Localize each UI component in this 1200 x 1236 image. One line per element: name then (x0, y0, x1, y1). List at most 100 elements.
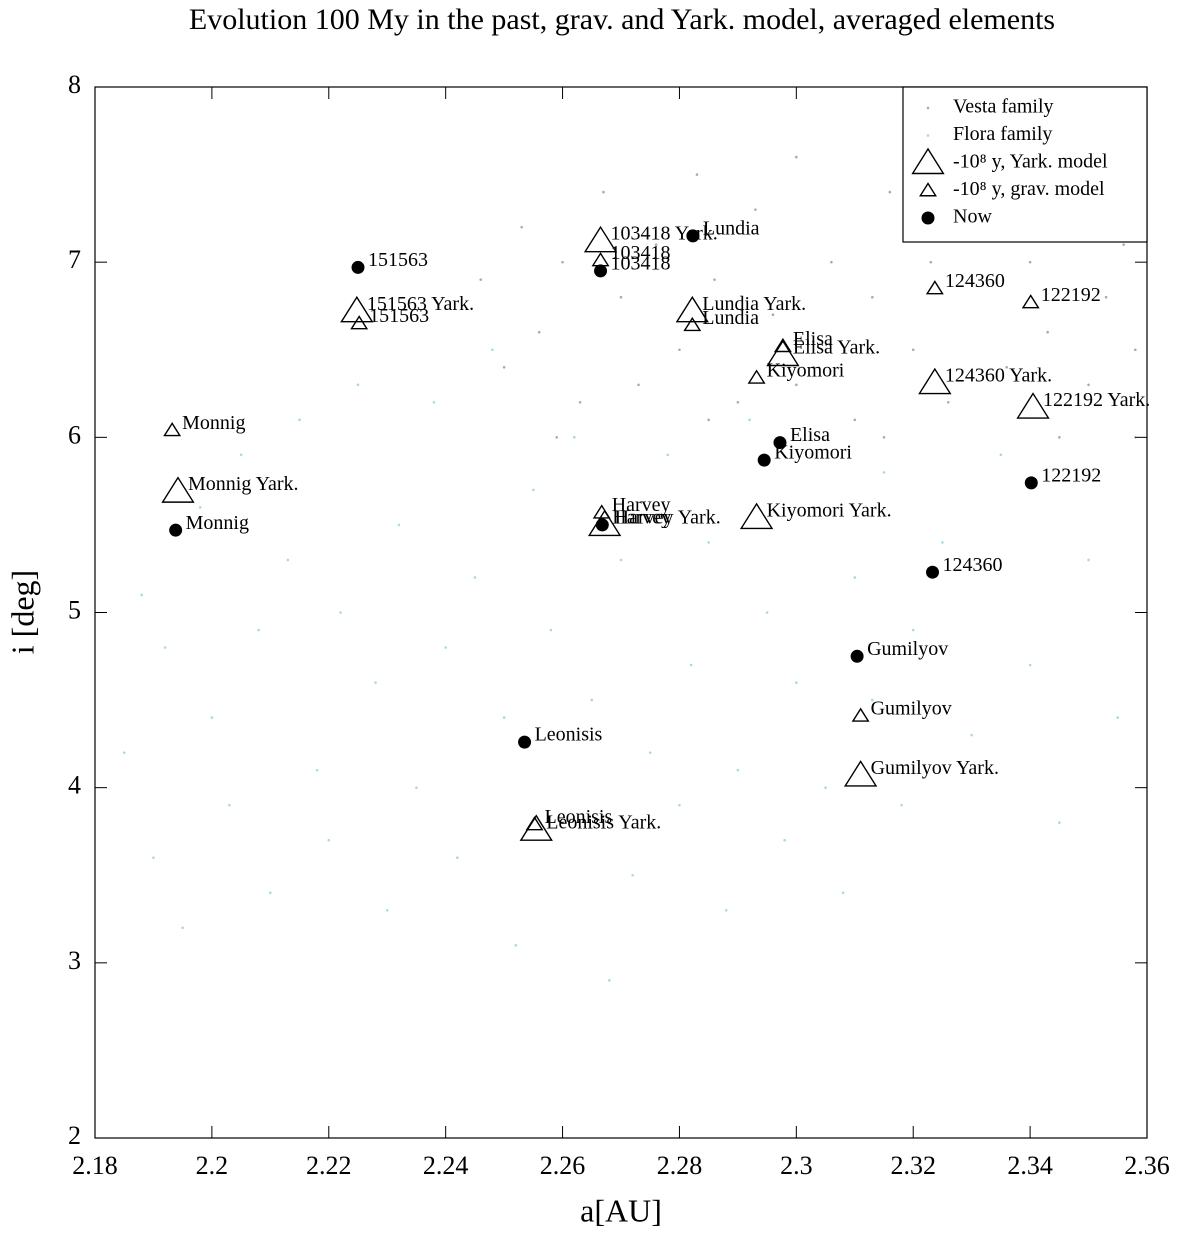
y-tick-label: 3 (68, 946, 81, 975)
point (695, 173, 699, 176)
point (561, 821, 564, 824)
point (163, 422, 182, 437)
point (1104, 295, 1108, 299)
point (239, 453, 243, 457)
point (666, 453, 670, 457)
point-label: Monnig (182, 412, 245, 434)
point (1116, 716, 1120, 719)
point (783, 838, 786, 842)
point (415, 786, 418, 789)
point (689, 663, 693, 667)
point (686, 229, 700, 243)
point (140, 593, 144, 597)
point (925, 280, 944, 295)
legend-label: -10⁸ y, grav. model (953, 178, 1105, 200)
point (555, 436, 559, 439)
point-label: Kiyomori (774, 442, 852, 464)
point (269, 891, 272, 895)
point (900, 803, 903, 807)
point (502, 365, 506, 369)
y-tick-label: 6 (68, 420, 81, 449)
point (795, 155, 798, 159)
point (122, 751, 126, 754)
point (795, 681, 798, 684)
point-label: Leonisis (545, 806, 613, 828)
point (1134, 348, 1137, 352)
y-tick-label: 2 (68, 1121, 81, 1150)
y-tick-label: 4 (68, 771, 81, 800)
y-tick-label: 7 (68, 245, 81, 274)
point (941, 541, 944, 544)
point-label: 151563 (369, 305, 429, 327)
point (724, 908, 728, 912)
point-label: 122192 (1041, 284, 1101, 306)
point-label: Gumilyov (867, 638, 948, 660)
point (678, 348, 681, 352)
legend-swatch (919, 182, 937, 197)
point (327, 838, 331, 842)
point-label: Lundia (703, 217, 760, 239)
legend-label: Flora family (953, 123, 1052, 145)
point (654, 243, 658, 246)
point (631, 873, 634, 877)
point-label: Kiyomori Yark. (767, 500, 892, 522)
point (356, 383, 360, 387)
point (502, 716, 506, 719)
point-label: Gumilyov (871, 697, 952, 719)
point (1005, 365, 1009, 369)
point-label: 124360 Yark. (945, 365, 1052, 387)
point (520, 225, 523, 229)
point (210, 716, 214, 719)
point-label: Harvey Yark. (615, 507, 721, 529)
point (853, 418, 857, 422)
point (525, 816, 544, 831)
point (578, 401, 582, 404)
point (747, 369, 766, 384)
point (911, 348, 915, 352)
point (824, 786, 827, 789)
point (739, 502, 774, 530)
point (830, 260, 833, 264)
point-label: 103418 (611, 253, 671, 275)
point (351, 260, 365, 274)
x-tick-label: 2.36 (1124, 1151, 1170, 1180)
point (1087, 383, 1090, 387)
point (198, 506, 202, 509)
point-label: 151563 (368, 249, 428, 271)
point (595, 518, 609, 532)
point (637, 383, 640, 387)
point (397, 523, 401, 527)
point-label: Monnig (186, 512, 249, 534)
point-label: Harvey (612, 494, 671, 516)
x-tick-label: 2.28 (657, 1151, 703, 1180)
point (169, 523, 183, 537)
point (1024, 476, 1038, 490)
point-label: 122192 (1041, 464, 1101, 486)
point (619, 295, 623, 299)
legend-label: Now (953, 206, 992, 228)
point (374, 681, 377, 684)
point (871, 295, 874, 299)
point (561, 260, 564, 264)
y-axis-label: i [deg] (4, 570, 40, 654)
point-label: 124360 (943, 554, 1003, 576)
point (999, 453, 1003, 457)
point (754, 208, 757, 211)
point (812, 365, 816, 369)
point-label: Leonisis (535, 724, 603, 746)
point (1021, 294, 1040, 309)
point (444, 646, 447, 649)
point (926, 565, 940, 579)
point-label: Kiyomori (767, 359, 845, 381)
point (918, 367, 952, 395)
point-label: 103418 (611, 242, 671, 264)
point (456, 856, 459, 860)
x-tick-label: 2.32 (890, 1151, 936, 1180)
x-tick-label: 2.18 (72, 1151, 118, 1180)
y-tick-label: 5 (68, 595, 81, 624)
point (592, 504, 611, 519)
point-label: Elisa (790, 424, 830, 446)
point (707, 418, 710, 422)
legend-swatch (911, 147, 945, 175)
point (161, 476, 195, 503)
